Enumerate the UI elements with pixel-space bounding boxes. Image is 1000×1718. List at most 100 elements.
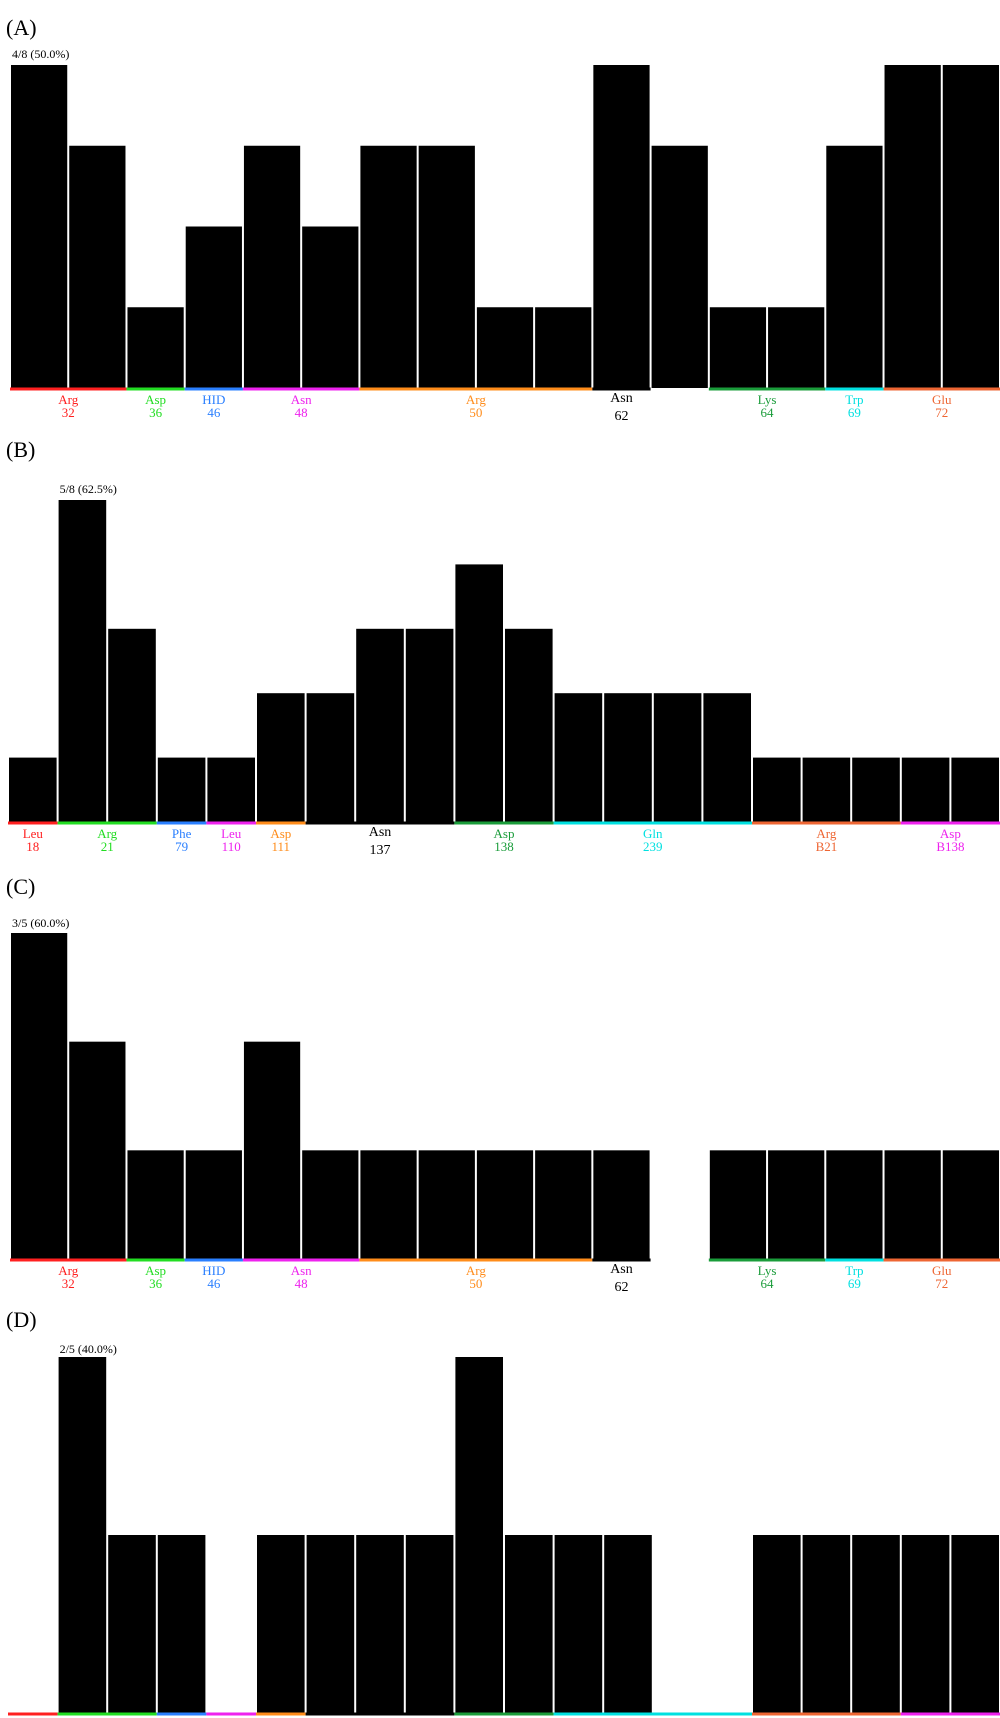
bar xyxy=(108,628,156,822)
bar xyxy=(257,693,305,822)
bar xyxy=(951,757,999,822)
bar xyxy=(243,145,301,388)
residue-name: Glu xyxy=(932,392,952,407)
bar xyxy=(709,1150,767,1259)
bar xyxy=(703,693,751,822)
panel-label: (C) xyxy=(6,874,35,899)
bar xyxy=(58,1357,107,1713)
peak-label: 3/5 (60.0%) xyxy=(12,916,69,930)
bar xyxy=(11,65,68,388)
chart-panel-3: (C)3/5 (60.0%)Arg32Asp36HID46Asn48Arg50A… xyxy=(6,874,1000,1295)
bar xyxy=(405,1535,454,1713)
bar xyxy=(302,1150,359,1259)
bar xyxy=(653,693,702,822)
bar xyxy=(554,1535,603,1713)
residue-number: B21 xyxy=(816,839,838,854)
bar xyxy=(942,1150,999,1259)
panel-label: (A) xyxy=(6,15,37,40)
chart-panel-1: (A)4/8 (50.0%)Arg32Asp36HID46Asn48Arg50A… xyxy=(6,15,1000,424)
bar xyxy=(360,145,417,388)
residue-number: 36 xyxy=(149,405,163,420)
residue-name: Lys xyxy=(758,392,777,407)
bar xyxy=(852,757,900,822)
bar xyxy=(884,1150,941,1259)
residue-name: Asn xyxy=(291,392,312,407)
residue-name: Leu xyxy=(221,826,242,841)
residue-name: Arg xyxy=(466,392,486,407)
bar xyxy=(753,1535,801,1713)
residue-number: 64 xyxy=(761,405,775,420)
residue-number: B138 xyxy=(936,839,964,854)
bar xyxy=(951,1535,999,1713)
chart-panel-2: (B)5/8 (62.5%)Leu18Arg21Phe79Leu110Asp11… xyxy=(6,437,1000,858)
residue-name: Arg xyxy=(58,392,78,407)
bar xyxy=(418,1150,475,1259)
bar xyxy=(802,757,851,822)
bar xyxy=(356,628,404,822)
peak-label: 4/8 (50.0%) xyxy=(12,47,69,61)
bar xyxy=(11,933,68,1259)
residue-number: 21 xyxy=(101,839,114,854)
bar xyxy=(826,1150,883,1259)
residue-name: Lys xyxy=(758,1263,777,1278)
bar xyxy=(108,1535,156,1713)
bar xyxy=(826,145,883,388)
residue-name: Arg xyxy=(816,826,836,841)
bar xyxy=(942,65,999,388)
residue-name: Leu xyxy=(23,826,44,841)
peak-label: 2/5 (40.0%) xyxy=(60,1342,117,1356)
bar xyxy=(593,65,650,388)
panel-label: (D) xyxy=(6,1307,37,1332)
residue-name: HID xyxy=(202,392,225,407)
residue-number: 110 xyxy=(222,839,241,854)
bar xyxy=(185,1150,242,1259)
bar xyxy=(651,145,708,388)
residue-name: Asn xyxy=(369,1716,392,1718)
residue-number: 239 xyxy=(643,839,663,854)
residue-name: HID xyxy=(202,1263,225,1278)
residue-number: 79 xyxy=(175,839,188,854)
bar xyxy=(157,757,206,822)
bar xyxy=(9,757,57,822)
residue-number: 46 xyxy=(207,405,221,420)
residue-name: Asn xyxy=(610,1262,633,1277)
bar xyxy=(306,1535,355,1713)
bar xyxy=(554,693,603,822)
bar xyxy=(593,1150,650,1259)
residue-number: 62 xyxy=(614,1280,628,1295)
bar xyxy=(901,1535,950,1713)
residue-name: Asn xyxy=(369,825,392,840)
bar xyxy=(127,1150,184,1259)
residue-number: 50 xyxy=(469,405,482,420)
residue-name: Asn xyxy=(610,391,633,406)
bar xyxy=(852,1535,900,1713)
bar xyxy=(476,1150,534,1259)
residue-name: Trp xyxy=(845,392,863,407)
bar xyxy=(418,145,475,388)
bar xyxy=(455,1357,503,1713)
residue-number: 72 xyxy=(935,1276,948,1291)
residue-name: Glu xyxy=(932,1263,952,1278)
bar xyxy=(709,307,767,388)
residue-name: Asp xyxy=(145,1263,166,1278)
residue-number: 72 xyxy=(935,405,948,420)
bar xyxy=(58,500,107,822)
residue-name: Asp xyxy=(270,826,291,841)
residue-number: 32 xyxy=(62,405,75,420)
bar xyxy=(127,307,184,388)
peak-label: 5/8 (62.5%) xyxy=(60,482,117,496)
residue-name: Arg xyxy=(466,1263,486,1278)
bar xyxy=(768,307,825,388)
bar xyxy=(360,1150,417,1259)
bar xyxy=(753,757,801,822)
bar xyxy=(455,564,503,822)
bar xyxy=(505,1535,553,1713)
residue-number: 36 xyxy=(149,1276,163,1291)
residue-name: Arg xyxy=(97,826,117,841)
bar xyxy=(302,226,359,388)
bar xyxy=(604,693,652,822)
bar xyxy=(802,1535,851,1713)
residue-number: 62 xyxy=(614,409,628,424)
bar xyxy=(505,628,553,822)
